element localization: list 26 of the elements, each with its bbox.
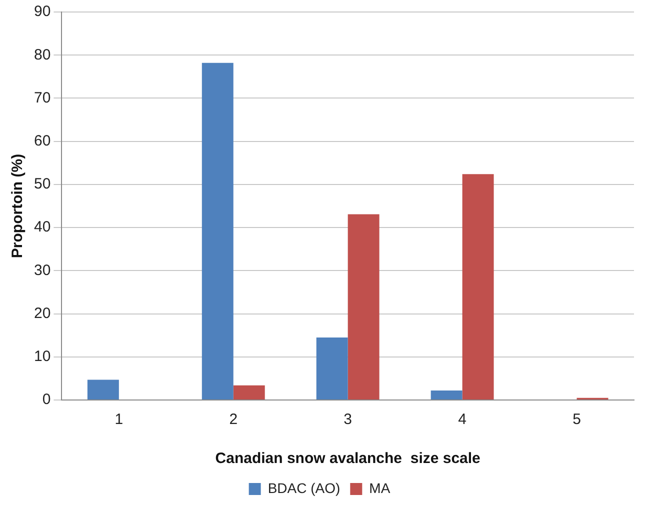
y-tick-label: 30 — [34, 262, 51, 279]
y-tick-label: 20 — [34, 304, 51, 322]
y-tick-label: 60 — [34, 132, 51, 150]
x-tick-label: 3 — [344, 411, 352, 428]
x-tick-label: 2 — [229, 411, 238, 428]
y-tick-label: 70 — [34, 89, 51, 106]
y-tick-label: 0 — [42, 391, 51, 408]
bar — [462, 174, 494, 400]
bar — [233, 385, 265, 400]
y-tick-label: 90 — [34, 3, 51, 20]
bar — [87, 380, 119, 400]
legend-label: MA — [369, 480, 391, 496]
bar — [430, 390, 462, 400]
y-tick-label: 10 — [34, 348, 51, 366]
x-tick-label: 1 — [114, 411, 124, 428]
bar — [202, 62, 234, 400]
y-tick-label: 40 — [34, 218, 51, 236]
x-axis-title: Canadian snow avalanche size scale — [215, 450, 480, 468]
x-tick-label: 4 — [458, 411, 466, 428]
y-tick-label: 50 — [34, 176, 51, 193]
bar — [316, 337, 348, 400]
y-axis-title: Proportoin (%) — [9, 154, 26, 258]
legend-label: BDAC (AO) — [268, 480, 340, 496]
x-tick-label: 5 — [572, 411, 581, 428]
bar — [348, 214, 380, 400]
y-tick-label: 80 — [34, 46, 51, 64]
